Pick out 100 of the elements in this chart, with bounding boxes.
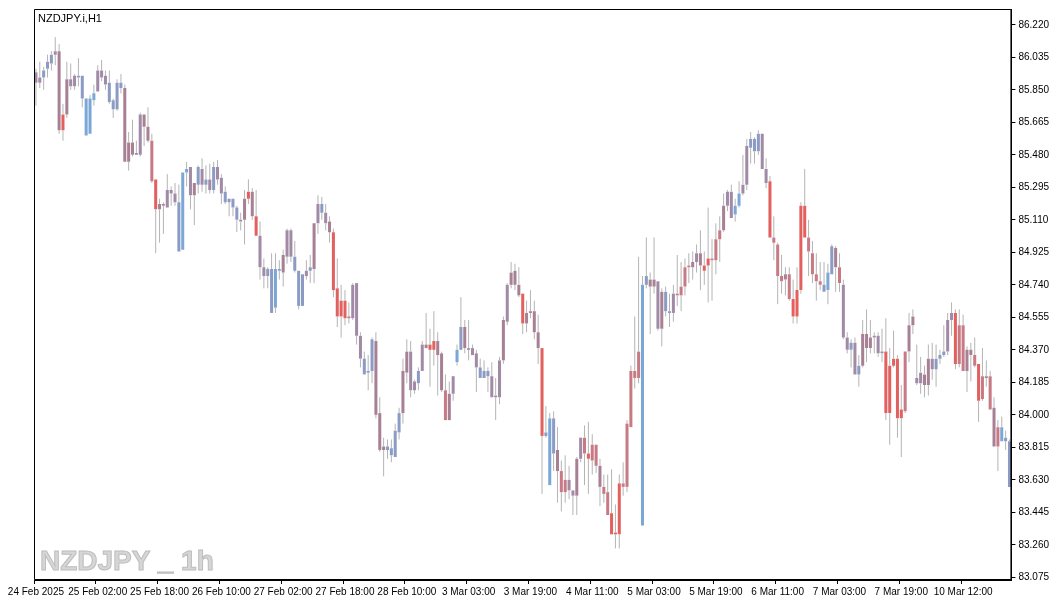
annotation: NZDJPY _ 1h <box>40 544 214 576</box>
candlestick <box>980 347 984 402</box>
candlestick <box>586 421 590 495</box>
candlestick <box>552 410 556 472</box>
candlestick <box>73 73 77 91</box>
x-tick-label: 5 Mar 19:00 <box>689 585 743 597</box>
candlestick <box>706 207 710 303</box>
candlestick <box>926 344 930 397</box>
y-tick-label: 83.445 <box>1018 506 1050 518</box>
candlestick <box>409 340 413 398</box>
candlestick <box>722 192 726 233</box>
candlestick <box>285 228 289 265</box>
chart-title: NZDJPY.i,H1 <box>38 11 102 24</box>
candlestick <box>772 215 776 261</box>
candlestick <box>540 348 544 495</box>
candlestick <box>358 331 362 368</box>
candlestick <box>235 205 239 233</box>
candlestick <box>131 119 135 158</box>
candlestick <box>984 359 988 388</box>
candlestick <box>308 254 312 284</box>
x-tick-label: 27 Feb 18:00 <box>315 585 375 597</box>
candlestick <box>965 345 969 393</box>
candlestick <box>617 474 621 549</box>
y-tick-label: 84.185 <box>1018 376 1050 388</box>
candlestick <box>173 182 177 207</box>
candlestick <box>691 250 695 281</box>
candlestick <box>474 349 478 393</box>
candlestick <box>455 344 459 367</box>
candlestick <box>648 272 652 335</box>
candlestick <box>749 131 753 165</box>
candlestick <box>536 314 540 365</box>
y-tick-label: 84.000 <box>1018 408 1050 420</box>
candlestick <box>884 317 888 421</box>
candlestick <box>888 347 892 446</box>
candlestick <box>46 54 50 79</box>
candlestick <box>919 356 923 395</box>
candlestick <box>486 366 490 393</box>
y-tick-label: 83.075 <box>1018 571 1050 583</box>
candlestick <box>559 460 563 512</box>
candlestick <box>443 373 447 421</box>
candlestick <box>753 136 757 165</box>
candlestick <box>532 300 536 340</box>
candlestick <box>780 254 784 295</box>
candlestick <box>517 266 521 298</box>
candlestick <box>555 426 559 504</box>
candlestick <box>498 356 502 405</box>
candlestick <box>490 361 494 398</box>
candlestick <box>953 308 957 370</box>
candlestick <box>115 78 119 112</box>
candlestick <box>695 243 699 274</box>
candlestick <box>895 354 899 439</box>
candlestick <box>640 275 644 526</box>
candlestick <box>950 301 954 337</box>
candlestick <box>158 198 162 244</box>
candlestick <box>69 62 73 91</box>
candlestick <box>273 252 277 314</box>
candlestick <box>324 203 328 231</box>
candlestick <box>42 66 46 91</box>
candlestick <box>223 185 227 205</box>
x-tick-label: 26 Feb 10:00 <box>191 585 252 597</box>
y-tick-label: 86.035 <box>1018 51 1050 63</box>
candlestick <box>250 187 254 221</box>
candlestick <box>177 184 181 252</box>
candlestick <box>289 228 293 263</box>
candlestick <box>385 438 389 460</box>
candlestick <box>246 178 250 205</box>
candlestick <box>1000 416 1004 442</box>
candlestick <box>849 338 853 368</box>
candlestick <box>316 194 320 235</box>
candlestick <box>776 242 780 305</box>
candlestick <box>463 319 467 354</box>
candlestick <box>853 337 857 375</box>
candlestick <box>876 331 880 358</box>
candlestick <box>525 300 529 333</box>
candlestick <box>575 456 579 516</box>
candlestick <box>304 259 308 281</box>
candlestick <box>49 50 53 71</box>
candlestick <box>671 284 675 323</box>
candlestick <box>277 259 281 281</box>
candlestick <box>610 468 614 535</box>
y-tick-label: 84.370 <box>1018 343 1050 355</box>
candlestick <box>355 283 359 346</box>
y-tick-label: 85.480 <box>1018 148 1050 160</box>
x-tick-label: 24 Feb 2025 <box>7 585 65 597</box>
candlestick <box>544 405 548 439</box>
candlestick <box>996 419 1000 472</box>
candlestick <box>872 331 876 354</box>
candlestick <box>698 229 702 291</box>
candlestick <box>745 138 749 191</box>
x-tick-label: 28 Feb 10:00 <box>377 585 437 597</box>
x-tick-label: 4 Mar 11:00 <box>565 585 619 597</box>
candlestick <box>451 376 455 402</box>
candlestick <box>509 261 513 289</box>
candlestick <box>61 103 65 142</box>
candlestick <box>710 238 714 302</box>
candlestick <box>200 157 204 193</box>
candlestick <box>192 182 196 226</box>
x-tick-label: 27 Feb 02:00 <box>253 585 314 597</box>
candlestick <box>946 312 950 356</box>
candlestick <box>660 287 664 347</box>
